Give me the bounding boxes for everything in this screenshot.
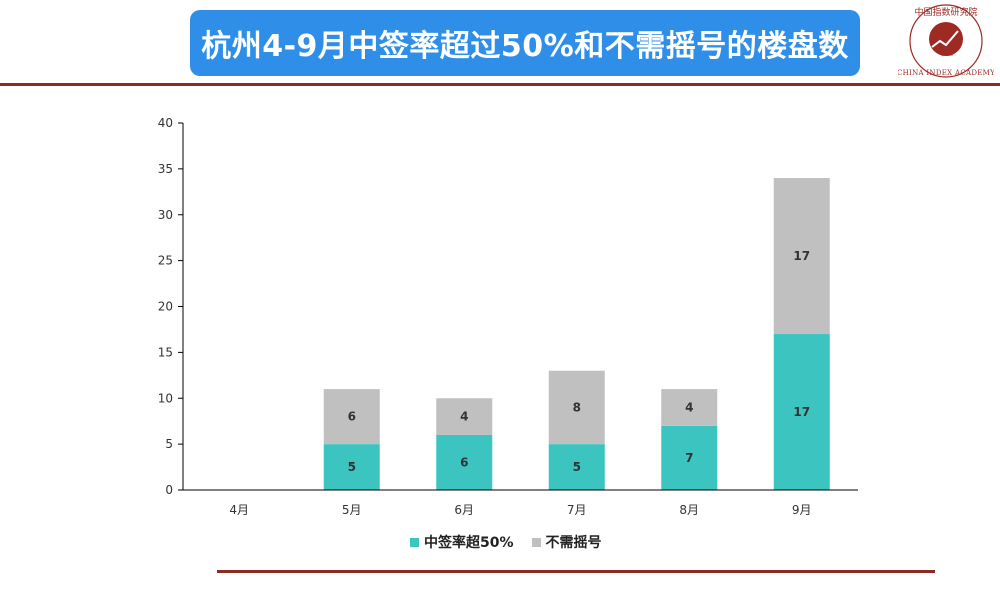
bar-segment bbox=[773, 178, 830, 335]
y-tick-label: 35 bbox=[158, 162, 173, 176]
logo-chinese-text: 中国指数研究院 bbox=[914, 6, 977, 18]
legend-swatch bbox=[531, 537, 541, 547]
bar-segment bbox=[773, 334, 830, 490]
data-label: 5 bbox=[573, 460, 581, 474]
academy-logo-icon: 中指 中国指数研究院 CHINA INDEX ACADEMY bbox=[898, 4, 994, 78]
chart-title: 杭州4-9月中签率超过50%和不需摇号的楼盘数 bbox=[201, 29, 849, 64]
logo-inner-disc bbox=[929, 22, 963, 56]
x-tick-label: 4月 bbox=[229, 503, 249, 517]
bar-segment bbox=[436, 398, 493, 435]
logo-trend-line bbox=[931, 30, 959, 48]
bars: 5 6 6 4 5 8 7 4 17 17 bbox=[323, 178, 830, 490]
bar-segment bbox=[548, 370, 605, 445]
bar-segment bbox=[436, 434, 493, 490]
title-banner: 杭州4-9月中签率超过50%和不需摇号的楼盘数 bbox=[190, 10, 860, 76]
y-tick-label: 15 bbox=[158, 345, 173, 359]
chart-legend: 中签率超50% 不需摇号 bbox=[410, 532, 602, 552]
y-tick-label: 25 bbox=[158, 254, 173, 268]
x-tick-label: 8月 bbox=[679, 503, 699, 517]
logo-english-text: CHINA INDEX ACADEMY bbox=[898, 69, 994, 77]
bottom-divider bbox=[217, 570, 935, 573]
y-tick-label: 10 bbox=[158, 391, 173, 405]
x-tick-label: 9月 bbox=[792, 503, 812, 517]
data-label: 4 bbox=[685, 400, 693, 414]
y-axis: 0 5 10 15 20 25 30 35 40 bbox=[158, 116, 184, 497]
data-label: 7 bbox=[685, 451, 693, 465]
logo-outer-ring bbox=[909, 4, 983, 78]
top-divider bbox=[0, 83, 1000, 86]
x-axis: 4月 5月 6月 7月 8月 9月 bbox=[183, 489, 858, 517]
legend-item: 中签率超50% bbox=[410, 532, 514, 552]
bar-segment bbox=[661, 389, 718, 426]
legend-item: 不需摇号 bbox=[531, 532, 602, 552]
logo-center-text: 中指 bbox=[939, 48, 953, 57]
legend-label: 不需摇号 bbox=[545, 535, 602, 551]
data-label: 4 bbox=[460, 410, 468, 424]
bar-segment bbox=[548, 444, 605, 490]
data-label: 6 bbox=[348, 410, 356, 424]
x-tick-label: 6月 bbox=[454, 503, 474, 517]
bar-segment bbox=[323, 389, 380, 445]
legend-label: 中签率超50% bbox=[424, 535, 514, 551]
data-label: 6 bbox=[460, 455, 468, 469]
legend-swatch bbox=[410, 537, 419, 547]
bar-segment bbox=[661, 425, 718, 490]
data-label: 5 bbox=[348, 460, 356, 474]
x-tick-label: 5月 bbox=[342, 503, 362, 517]
y-tick-label: 30 bbox=[158, 208, 173, 222]
y-tick-label: 5 bbox=[165, 437, 173, 451]
data-label: 17 bbox=[793, 405, 810, 419]
y-tick-label: 0 bbox=[165, 483, 173, 497]
bar-segment bbox=[323, 444, 380, 490]
x-tick-label: 7月 bbox=[567, 503, 587, 517]
y-tick-label: 40 bbox=[158, 116, 173, 130]
y-tick-label: 20 bbox=[158, 300, 173, 314]
data-label: 8 bbox=[573, 400, 581, 414]
stacked-bar-chart: 0 5 10 15 20 25 30 35 40 5 6 6 4 5 8 7 4 17 17 4月 5月 6月 7月 8月… bbox=[158, 116, 858, 517]
data-label: 17 bbox=[793, 249, 810, 263]
